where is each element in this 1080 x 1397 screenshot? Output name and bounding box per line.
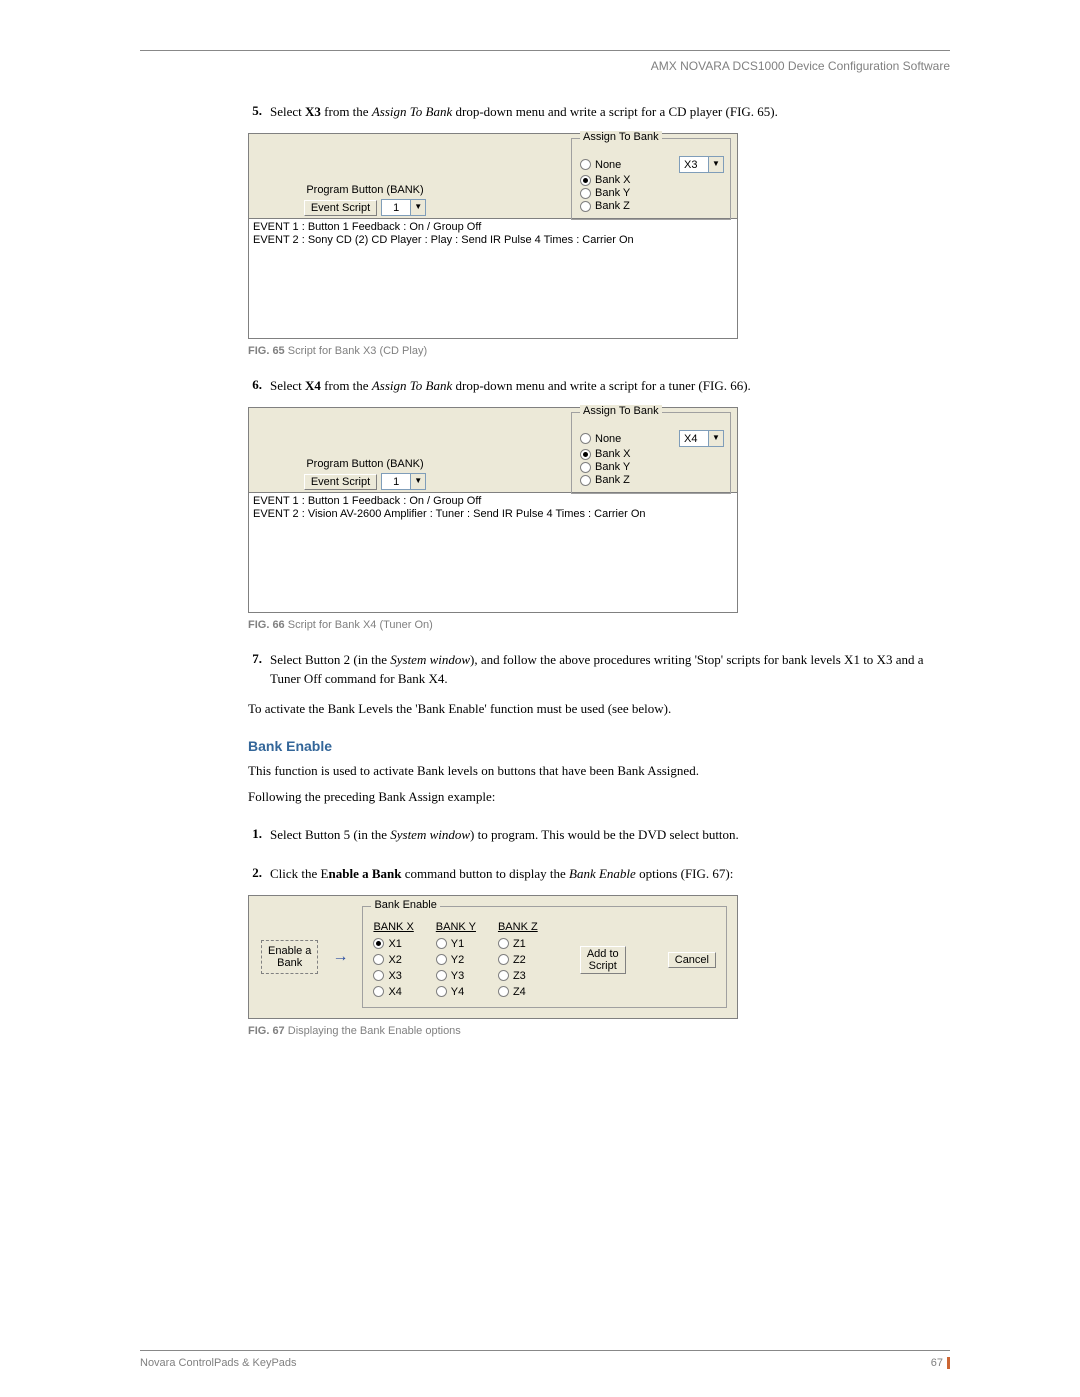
radio-z3[interactable]	[498, 970, 509, 981]
section-heading: Bank Enable	[248, 738, 950, 754]
event-list: EVENT 1 : Button 1 Feedback : On / Group…	[249, 492, 737, 612]
bank-z-column: BANK Z Z1 Z2 Z3 Z4	[498, 921, 538, 999]
para-activate: To activate the Bank Levels the 'Bank En…	[248, 700, 950, 718]
radio-x4[interactable]	[373, 986, 384, 997]
event-script-select[interactable]: 1 ▼	[381, 473, 426, 490]
event-list: EVENT 1 : Button 1 Feedback : On / Group…	[249, 218, 737, 338]
bank-x-column: BANK X X1 X2 X3 X4	[373, 921, 413, 999]
fig65-panel: Program Button (BANK) Event Script 1 ▼ A…	[248, 133, 738, 339]
fig66-panel: Program Button (BANK) Event Script 1 ▼ A…	[248, 407, 738, 613]
ol-2: 2. Click the Enable a Bank command butto…	[140, 865, 950, 883]
radio-banky[interactable]	[580, 188, 591, 199]
radio-y4[interactable]	[436, 986, 447, 997]
fig67-panel: Enable a Bank → Bank Enable BANK X X1 X2…	[248, 895, 738, 1019]
step-number: 6.	[140, 377, 270, 395]
cancel-button[interactable]: Cancel	[668, 952, 716, 968]
radio-y3[interactable]	[436, 970, 447, 981]
radio-bankx[interactable]	[580, 175, 591, 186]
bank-dropdown[interactable]: X4 ▼	[679, 430, 724, 447]
chevron-down-icon: ▼	[410, 474, 425, 489]
radio-z4[interactable]	[498, 986, 509, 997]
fig65-caption: FIG. 65 Script for Bank X3 (CD Play)	[248, 345, 950, 357]
event-script-button[interactable]: Event Script	[304, 474, 377, 490]
radio-z2[interactable]	[498, 954, 509, 965]
radio-x2[interactable]	[373, 954, 384, 965]
enable-a-bank-button[interactable]: Enable a Bank	[261, 940, 318, 974]
radio-y2[interactable]	[436, 954, 447, 965]
arrow-right-icon: →	[332, 948, 348, 966]
bank-y-column: BANK Y Y1 Y2 Y3 Y4	[436, 921, 476, 999]
para-desc: This function is used to activate Bank l…	[248, 762, 950, 780]
step-6: 6. Select X4 from the Assign To Bank dro…	[140, 377, 950, 395]
assign-to-bank-group: Assign To Bank None X4 ▼ Bank X Bank Y B…	[571, 412, 731, 494]
radio-z1[interactable]	[498, 938, 509, 949]
ol-1: 1. Select Button 5 (in the System window…	[140, 826, 950, 844]
event-script-button[interactable]: Event Script	[304, 200, 377, 216]
step-text: Select Button 2 (in the System window), …	[270, 651, 950, 687]
step-number: 5.	[140, 103, 270, 121]
page-footer: Novara ControlPads & KeyPads 67	[140, 1350, 950, 1369]
fig67-caption: FIG. 67 Displaying the Bank Enable optio…	[248, 1025, 950, 1037]
program-button-label: Program Button (BANK)	[255, 184, 475, 196]
radio-x1[interactable]	[373, 938, 384, 949]
chevron-down-icon: ▼	[708, 431, 723, 446]
program-button-label: Program Button (BANK)	[255, 458, 475, 470]
step-text: Select X4 from the Assign To Bank drop-d…	[270, 377, 950, 395]
header-rule	[140, 50, 950, 51]
add-to-script-button[interactable]: Add to Script	[580, 946, 626, 974]
bank-enable-group: Bank Enable BANK X X1 X2 X3 X4 BANK Y Y1…	[362, 906, 727, 1008]
step-number: 7.	[140, 651, 270, 687]
chevron-down-icon: ▼	[708, 157, 723, 172]
footer-left: Novara ControlPads & KeyPads	[140, 1357, 297, 1369]
header-title: AMX NOVARA DCS1000 Device Configuration …	[140, 59, 950, 73]
radio-none[interactable]	[580, 433, 591, 444]
radio-bankx[interactable]	[580, 449, 591, 460]
radio-x3[interactable]	[373, 970, 384, 981]
radio-banky[interactable]	[580, 462, 591, 473]
event-script-select[interactable]: 1 ▼	[381, 199, 426, 216]
radio-bankz[interactable]	[580, 475, 591, 486]
para-follow: Following the preceding Bank Assign exam…	[248, 788, 950, 806]
bank-dropdown[interactable]: X3 ▼	[679, 156, 724, 173]
radio-bankz[interactable]	[580, 201, 591, 212]
radio-none[interactable]	[580, 159, 591, 170]
radio-y1[interactable]	[436, 938, 447, 949]
step-text: Select X3 from the Assign To Bank drop-d…	[270, 103, 950, 121]
page-number: 67	[931, 1357, 950, 1369]
chevron-down-icon: ▼	[410, 200, 425, 215]
step-5: 5. Select X3 from the Assign To Bank dro…	[140, 103, 950, 121]
fig66-caption: FIG. 66 Script for Bank X4 (Tuner On)	[248, 619, 950, 631]
assign-to-bank-group: Assign To Bank None X3 ▼ Bank X Bank Y B…	[571, 138, 731, 220]
step-7: 7. Select Button 2 (in the System window…	[140, 651, 950, 687]
